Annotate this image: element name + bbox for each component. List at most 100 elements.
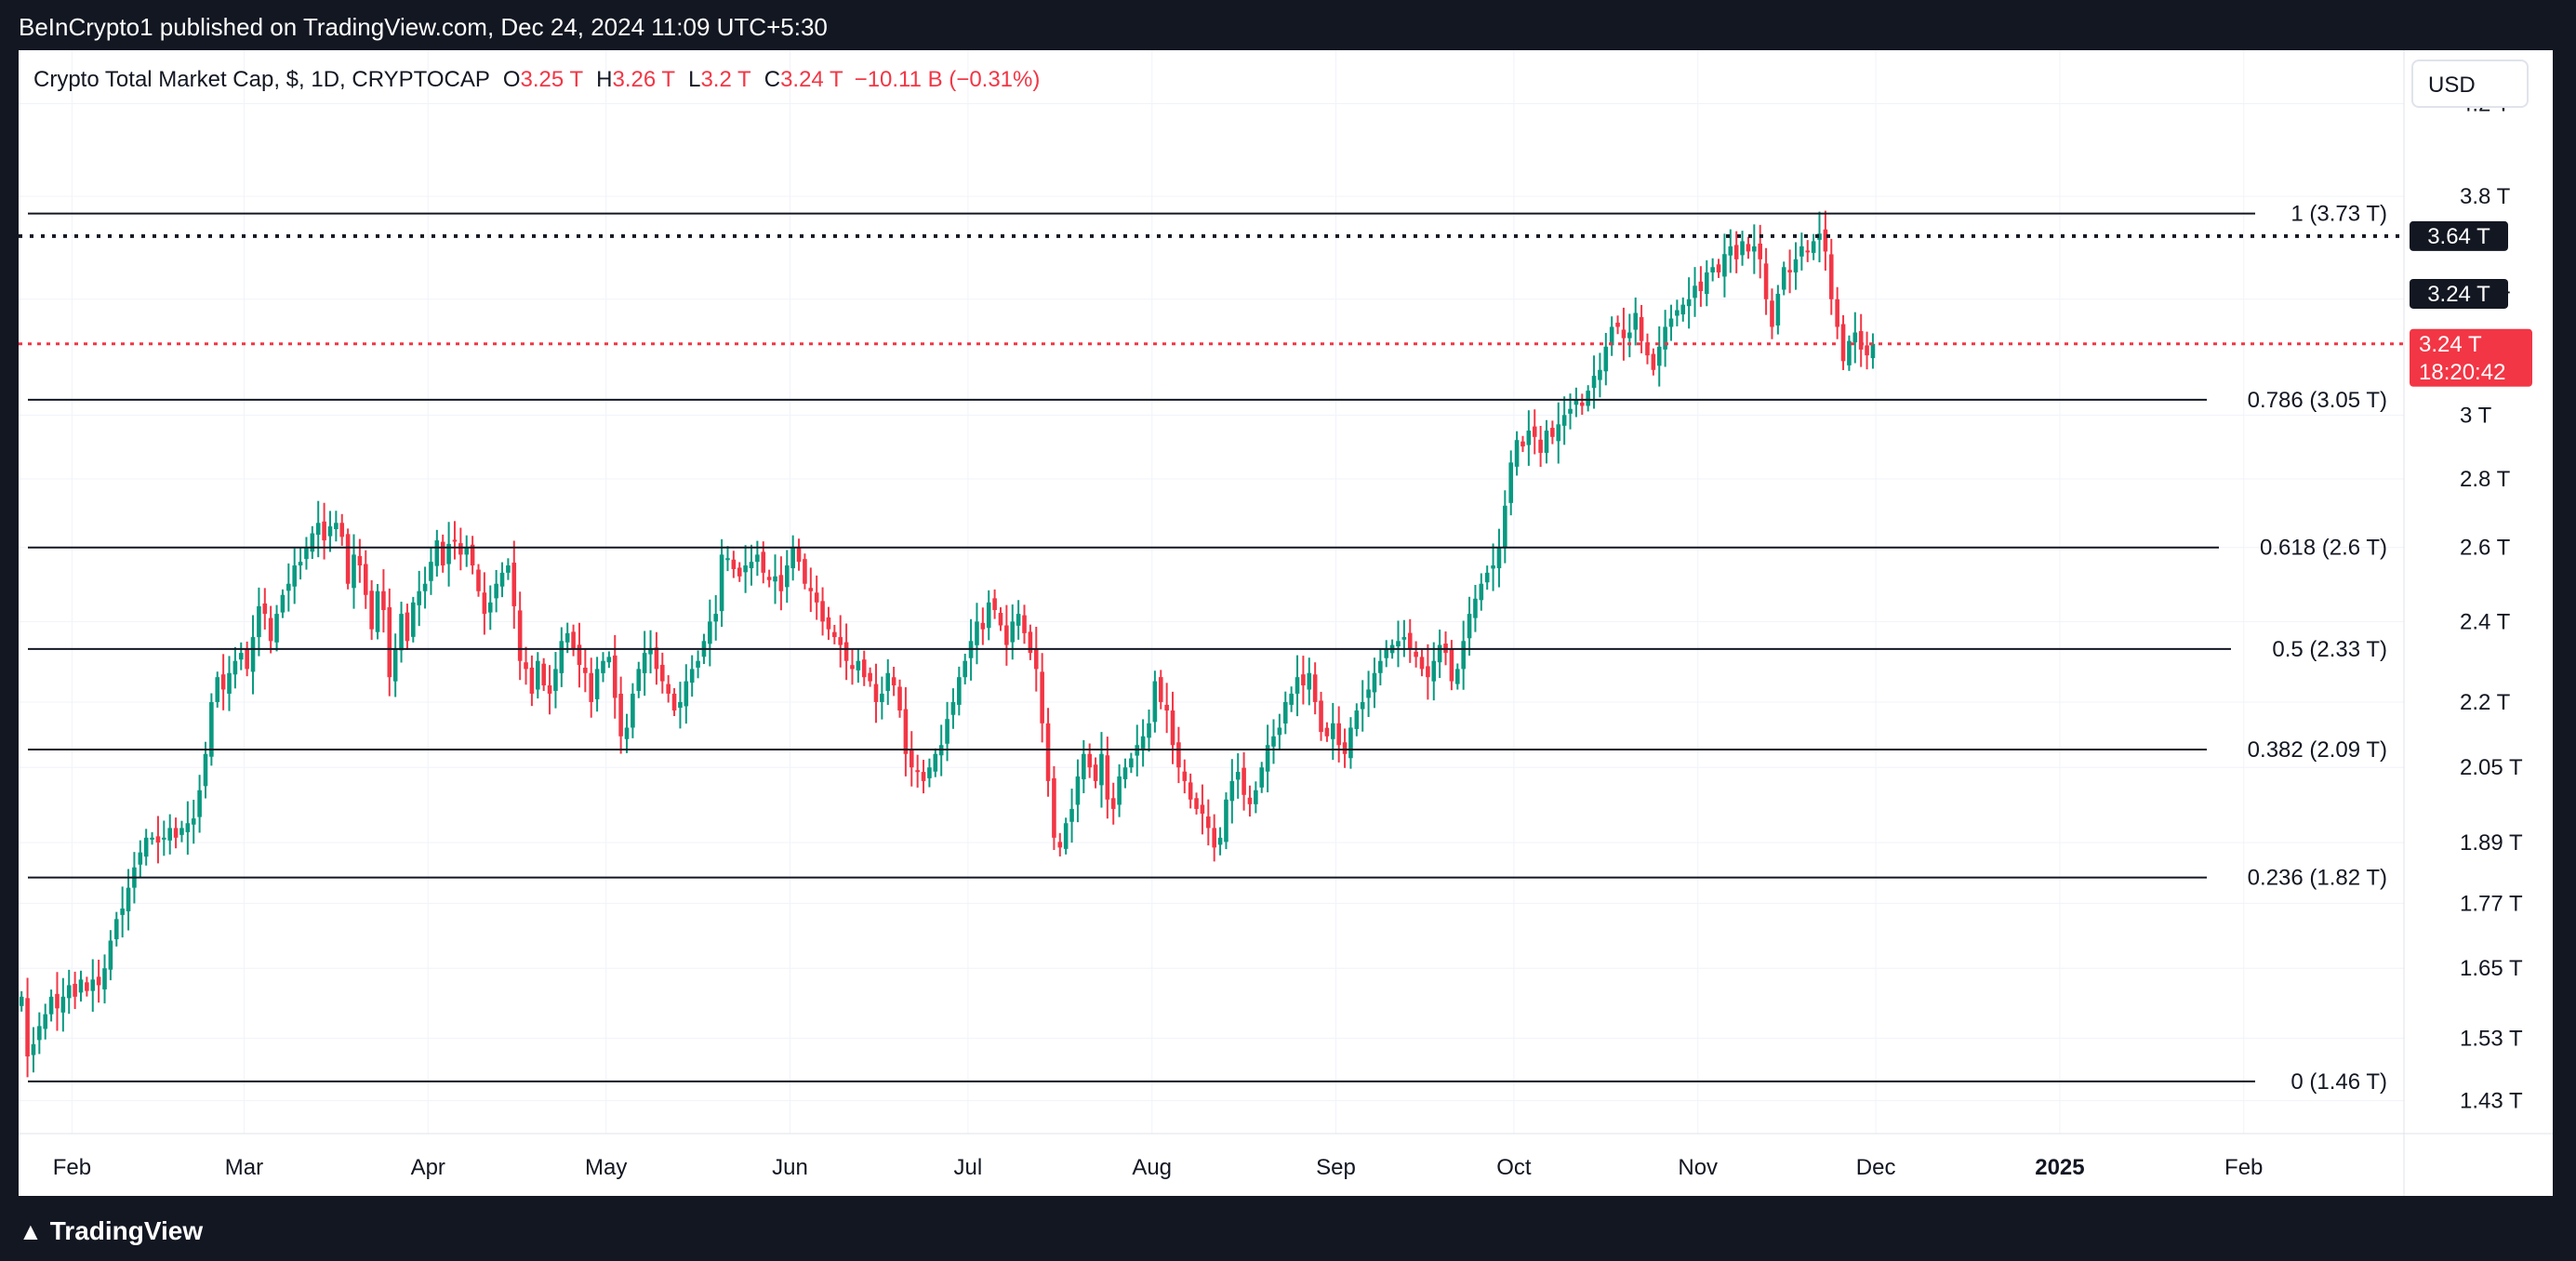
candle-body [1188,782,1193,800]
candle-body [1598,369,1602,380]
candle-body [826,617,831,630]
tradingview-logo[interactable]: ▲ TradingView [19,1216,203,1246]
candle-body [138,852,143,865]
candle-body [903,709,909,754]
candle-body [452,539,458,542]
candle-body [1110,798,1116,809]
candle-body [583,668,588,673]
candle-body [55,993,60,1009]
candle-body [1224,799,1228,843]
price-chart[interactable]: 4.2 T3.8 T3.4 T3 T2.8 T2.6 T2.4 T2.2 T2.… [19,50,2553,1196]
candle-body [986,602,991,629]
candle-body [1063,823,1069,849]
price-tag-label: 3.64 T [2427,224,2490,249]
candle-body [915,770,920,773]
candle-body [933,753,938,772]
candle-body [1716,264,1721,272]
candle-body [304,547,309,560]
candle-body [1336,723,1341,746]
low-value: 3.2 T [700,67,751,92]
symbol-label: Crypto Total Market Cap, $, 1D, CRYPTOCA… [33,67,490,92]
candle-body [1052,777,1056,838]
candle-body [1698,281,1704,292]
candle-body [1461,641,1466,670]
candle-body [631,693,635,728]
candle-body [1277,727,1282,736]
candle-body [167,828,173,841]
candle-body [1087,753,1092,768]
candle-body [1579,402,1585,406]
candle-body [1206,816,1211,829]
candle-body [1117,776,1122,805]
currency-selector[interactable]: USD [2411,60,2529,108]
candle-body [601,660,605,673]
candle-body [696,660,700,668]
candle-body [832,631,837,638]
y-tick-label: 2.05 T [2460,755,2523,780]
x-tick-label: Aug [1132,1155,1172,1180]
open-label: O [502,67,521,92]
candle-body [31,1043,36,1055]
candle-body [78,979,84,993]
candle-body [1075,776,1081,805]
candle-body [215,677,220,702]
candle-body [547,685,552,694]
candle-body [814,592,819,603]
candle-body [227,672,232,694]
candle-body [524,662,528,670]
candle-body [1491,565,1495,569]
candle-body [577,644,582,666]
candle-body [1099,753,1104,786]
candle-body [1259,767,1265,788]
candle-body [1621,329,1627,338]
countdown-label: 18:20:42 [2419,360,2505,385]
candle-body [1651,353,1656,370]
candle-body [25,998,30,1057]
candle-body [1503,505,1507,548]
candle-body [286,583,291,591]
candle-body [48,996,54,1015]
candle-body [1633,312,1639,330]
candle-body [173,828,179,838]
candle-body [1182,771,1188,781]
candle-body [446,543,451,564]
candle-body [1526,431,1532,445]
candle-body [1331,723,1335,739]
candle-body [1426,666,1430,678]
candle-body [1473,598,1478,618]
candle-body [1603,346,1609,372]
footer-bar: ▲ TradingView [0,1196,2576,1261]
candle-body [1787,270,1792,272]
candle-body [1384,648,1389,658]
candle-body [1378,660,1383,673]
chart-panel[interactable]: 4.2 T3.8 T3.4 T3 T2.8 T2.6 T2.4 T2.2 T2.… [19,50,2553,1196]
x-tick-label: May [585,1155,627,1180]
candle-body [268,617,273,642]
candle-body [150,837,154,840]
candle-body [666,684,671,694]
candle-body [1105,755,1110,800]
candle-body [1407,632,1413,649]
candle-body [784,565,790,588]
candle-body [636,669,642,691]
candle-body [945,719,949,744]
candle-body [143,837,149,857]
candle-body [1586,391,1590,406]
candle-body [1823,229,1828,252]
candle-body [850,665,855,670]
candle-body [1265,745,1270,772]
candle-body [1271,736,1276,747]
candle-body [909,750,914,768]
candle-body [1484,572,1490,583]
candle-body [405,612,410,642]
candle-body [749,562,754,569]
candle-body [1775,293,1781,326]
candle-body [1561,415,1567,426]
candle-body [1004,625,1009,645]
x-tick-label: Feb [53,1155,91,1180]
candle-body [274,614,279,643]
candle-body [1758,243,1763,259]
candle-body [1865,345,1869,356]
candle-body [1847,340,1852,365]
candle-body [334,523,339,530]
